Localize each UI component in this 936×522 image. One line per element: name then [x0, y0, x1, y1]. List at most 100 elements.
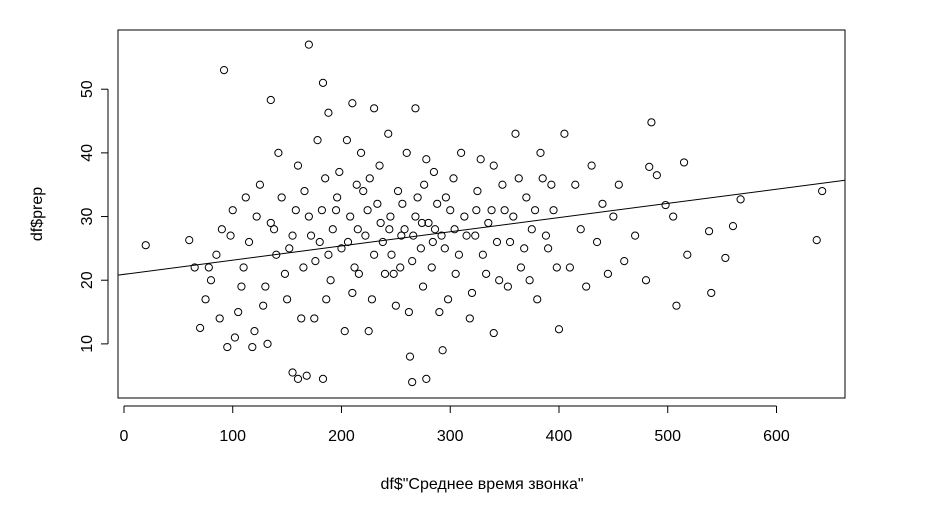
point	[571, 180, 580, 189]
point	[478, 250, 487, 259]
x-tick-label: 600	[763, 428, 790, 445]
point	[386, 212, 395, 221]
point	[669, 212, 678, 221]
point	[204, 263, 213, 272]
point	[428, 237, 437, 247]
point	[328, 225, 337, 234]
point	[315, 237, 324, 247]
point	[223, 342, 232, 352]
point	[509, 212, 518, 221]
point	[141, 241, 150, 250]
x-tick-label: 300	[437, 428, 464, 445]
point	[310, 314, 319, 323]
point	[487, 206, 496, 215]
point	[500, 206, 509, 215]
point	[365, 174, 374, 183]
point	[812, 236, 821, 245]
point	[261, 282, 270, 291]
point	[226, 231, 235, 240]
point	[389, 269, 398, 278]
point	[217, 225, 226, 234]
point	[449, 174, 458, 183]
point	[196, 323, 205, 333]
point	[467, 288, 477, 298]
point	[234, 307, 243, 317]
point	[397, 231, 406, 240]
point	[462, 231, 471, 240]
point	[266, 95, 275, 105]
point	[411, 212, 420, 221]
point	[565, 263, 574, 272]
point	[293, 374, 303, 383]
point	[324, 250, 333, 259]
point	[288, 368, 297, 377]
point	[514, 174, 523, 183]
y-tick-label: 10	[79, 335, 96, 353]
point	[641, 276, 651, 285]
point	[672, 301, 681, 310]
point	[441, 193, 450, 202]
point	[422, 374, 431, 383]
point	[340, 327, 349, 336]
point	[322, 295, 331, 304]
point	[430, 225, 440, 234]
point	[422, 155, 431, 164]
point	[302, 371, 311, 380]
point	[446, 206, 455, 215]
point	[652, 171, 661, 180]
point	[396, 263, 405, 272]
point	[661, 200, 670, 210]
point	[536, 148, 545, 157]
point	[400, 225, 409, 234]
point	[721, 253, 730, 263]
point	[364, 327, 373, 336]
point	[482, 269, 491, 278]
point	[269, 225, 279, 234]
point	[560, 129, 569, 138]
point	[304, 40, 313, 49]
point	[384, 129, 393, 138]
point	[520, 244, 529, 253]
point	[387, 250, 396, 259]
point	[335, 167, 344, 177]
point	[206, 276, 216, 285]
point	[293, 161, 303, 170]
point	[311, 257, 320, 266]
point	[417, 218, 427, 228]
point	[380, 269, 390, 278]
point	[454, 250, 464, 259]
point	[391, 301, 400, 310]
point	[598, 199, 607, 208]
point	[451, 269, 460, 278]
point	[297, 314, 306, 323]
point	[457, 148, 466, 157]
point	[614, 180, 623, 189]
point	[185, 236, 194, 245]
point	[489, 161, 498, 170]
point	[460, 212, 469, 221]
point	[489, 328, 498, 338]
x-tick-label: 0	[120, 428, 129, 445]
point	[511, 129, 520, 138]
point	[516, 263, 526, 272]
point	[408, 257, 417, 266]
point	[582, 282, 591, 291]
point	[376, 218, 385, 228]
point	[576, 225, 585, 234]
point	[505, 237, 515, 247]
point	[471, 231, 480, 240]
point	[544, 244, 553, 253]
point	[291, 206, 300, 215]
point	[418, 282, 428, 291]
point	[370, 104, 379, 113]
point	[219, 66, 229, 75]
x-tick-label: 200	[328, 428, 355, 445]
point	[443, 295, 453, 304]
point	[522, 193, 531, 202]
point	[266, 218, 275, 228]
point	[465, 314, 474, 323]
point	[280, 269, 290, 278]
point	[587, 161, 596, 170]
point	[707, 288, 716, 298]
point	[603, 269, 613, 278]
